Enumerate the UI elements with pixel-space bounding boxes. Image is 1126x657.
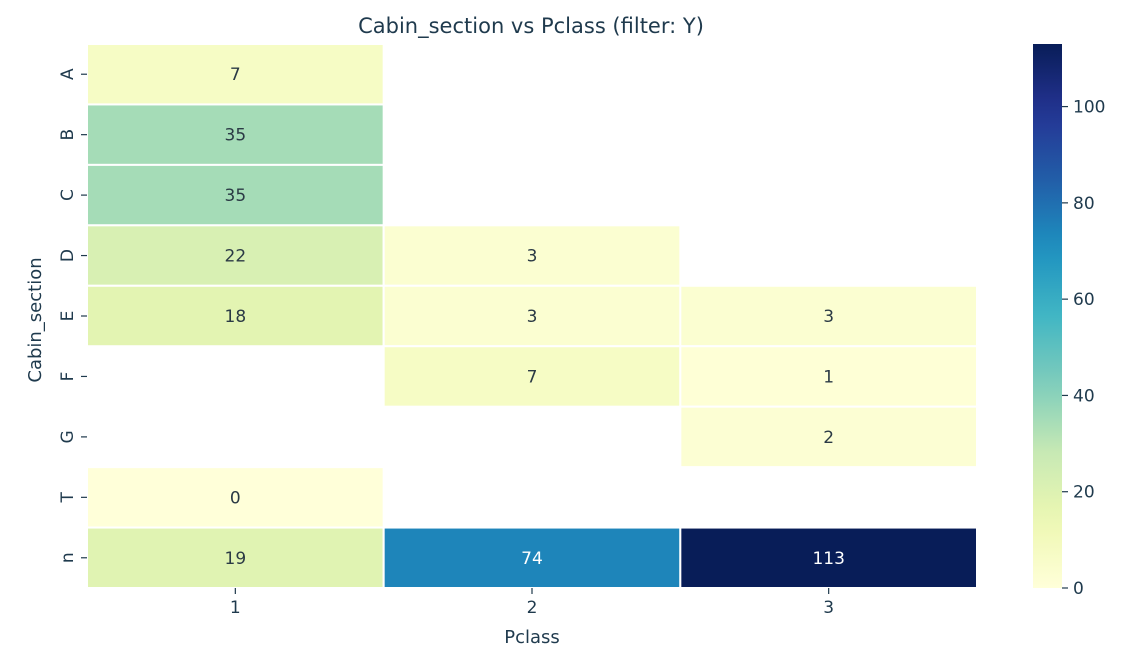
y-axis-label: Cabin_section	[25, 257, 46, 382]
cell-value-label: 74	[521, 549, 543, 569]
cell-value-label: 3	[527, 307, 538, 327]
x-axis-ticks: 1 2 3	[230, 588, 834, 618]
heatmap-cell	[382, 345, 682, 408]
y-tick-label: G	[58, 430, 78, 443]
cell-value-label: 19	[225, 549, 247, 569]
heatmap-cell	[86, 466, 385, 529]
colorbar-tick-label: 0	[1073, 579, 1084, 599]
cell-value-label: 35	[225, 126, 247, 146]
y-tick-label: F	[58, 372, 78, 382]
colorbar	[1033, 44, 1062, 588]
y-tick-label: E	[58, 311, 78, 322]
cell-value-label: 7	[230, 65, 241, 85]
heatmap-cells	[86, 43, 978, 589]
cell-value-label: 3	[823, 307, 834, 327]
cell-value-label: 18	[225, 307, 247, 327]
y-tick-label: B	[58, 129, 78, 141]
cell-value-label: 7	[527, 367, 538, 387]
heatmap-cell	[679, 345, 978, 408]
x-tick-label: 1	[230, 598, 241, 618]
heatmap-cell	[86, 103, 385, 166]
colorbar-tick-label: 40	[1073, 386, 1095, 406]
heatmap-cell	[86, 163, 385, 227]
y-tick-label: n	[58, 552, 78, 563]
colorbar-tick-label: 60	[1073, 290, 1095, 310]
cell-value-label: 113	[812, 549, 844, 569]
cell-value-label: 0	[230, 488, 241, 508]
heatmap-cell	[382, 526, 682, 589]
heatmap-cell	[679, 405, 978, 469]
cell-value-label: 1	[823, 367, 834, 387]
cell-value-label: 2	[823, 428, 834, 448]
y-tick-label: C	[58, 189, 78, 201]
x-tick-label: 2	[527, 598, 538, 618]
chart-title: Cabin_section vs Pclass (filter: Y)	[358, 14, 704, 39]
cell-value-label: 22	[225, 247, 247, 267]
y-tick-label: A	[58, 68, 78, 80]
x-axis-label: Pclass	[504, 627, 560, 648]
y-tick-label: T	[58, 492, 78, 504]
heatmap-cell	[86, 43, 385, 106]
colorbar-tick-label: 20	[1073, 483, 1095, 503]
cell-value-label: 35	[225, 186, 247, 206]
x-tick-label: 3	[823, 598, 834, 618]
cell-value-label: 3	[527, 247, 538, 267]
heatmap-cell	[679, 284, 978, 348]
y-tick-label: D	[58, 249, 78, 262]
colorbar-tick-label: 80	[1073, 194, 1095, 214]
y-axis-ticks: A B C D E F G Tn	[58, 68, 87, 563]
colorbar-ticks: 0 20 40 60 80 100	[1062, 98, 1105, 599]
colorbar-tick-label: 100	[1073, 98, 1105, 118]
